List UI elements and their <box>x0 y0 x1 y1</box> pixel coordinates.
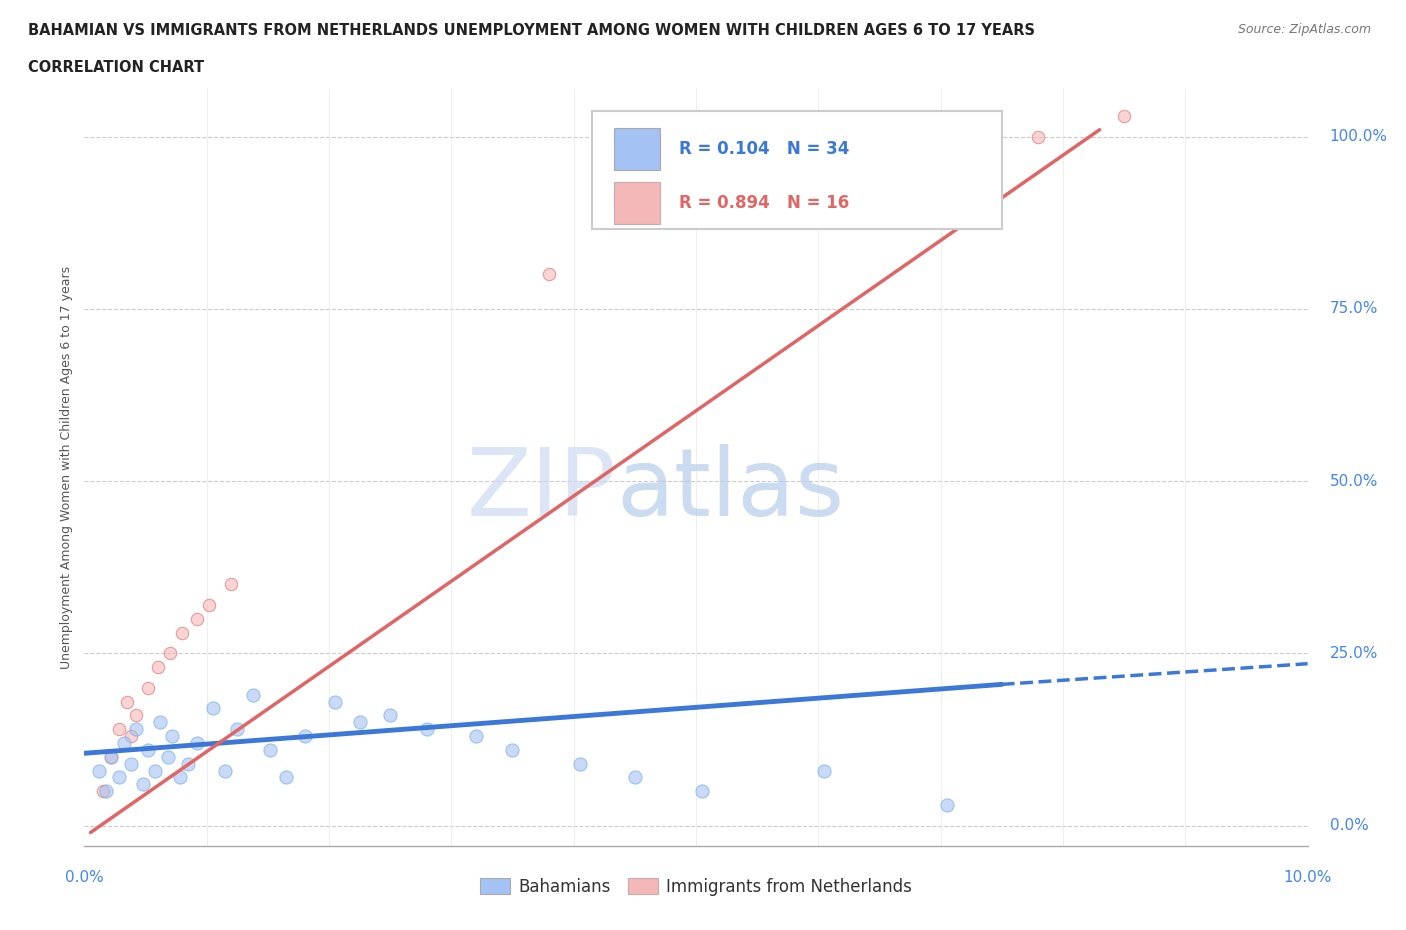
Text: Source: ZipAtlas.com: Source: ZipAtlas.com <box>1237 23 1371 36</box>
Point <box>198 598 221 613</box>
Point <box>813 763 835 777</box>
Point <box>120 728 142 743</box>
Point <box>568 756 591 771</box>
Point <box>96 784 118 799</box>
Text: R = 0.104   N = 34: R = 0.104 N = 34 <box>679 140 849 158</box>
Point <box>1028 129 1050 144</box>
Point <box>186 736 208 751</box>
Point <box>136 681 159 696</box>
Point <box>149 715 172 730</box>
Point <box>380 708 402 723</box>
Point <box>107 770 129 785</box>
Point <box>294 728 316 743</box>
FancyBboxPatch shape <box>614 182 661 223</box>
Point <box>162 728 184 743</box>
Text: 0.0%: 0.0% <box>65 870 104 885</box>
Point <box>125 708 148 723</box>
Point <box>624 770 647 785</box>
Point <box>538 267 561 282</box>
Point <box>169 770 191 785</box>
Point <box>276 770 298 785</box>
Text: 25.0%: 25.0% <box>1330 645 1378 661</box>
FancyBboxPatch shape <box>592 111 1001 229</box>
Point <box>1114 109 1136 124</box>
Point <box>416 722 439 737</box>
Point <box>501 742 523 757</box>
Point <box>107 722 129 737</box>
Text: atlas: atlas <box>616 444 845 536</box>
Point <box>115 694 138 709</box>
Point <box>100 750 122 764</box>
Point <box>323 694 346 709</box>
Point <box>87 763 110 777</box>
Point <box>146 659 169 674</box>
Y-axis label: Unemployment Among Women with Children Ages 6 to 17 years: Unemployment Among Women with Children A… <box>60 266 73 669</box>
Point <box>100 750 122 764</box>
Point <box>242 687 264 702</box>
Point <box>219 577 242 591</box>
FancyBboxPatch shape <box>614 127 661 169</box>
Text: CORRELATION CHART: CORRELATION CHART <box>28 60 204 75</box>
Point <box>464 728 486 743</box>
Text: 75.0%: 75.0% <box>1330 301 1378 316</box>
Point <box>143 763 166 777</box>
Point <box>259 742 281 757</box>
Text: R = 0.894   N = 16: R = 0.894 N = 16 <box>679 193 849 212</box>
Point <box>226 722 249 737</box>
Point <box>186 612 208 627</box>
Point <box>125 722 148 737</box>
Text: 0.0%: 0.0% <box>1330 818 1368 833</box>
Point <box>690 784 713 799</box>
Point <box>172 625 194 640</box>
Legend: Bahamians, Immigrants from Netherlands: Bahamians, Immigrants from Netherlands <box>474 871 918 902</box>
Text: 50.0%: 50.0% <box>1330 473 1378 488</box>
Point <box>201 701 224 716</box>
Point <box>214 763 236 777</box>
Text: ZIP: ZIP <box>467 444 616 536</box>
Text: BAHAMIAN VS IMMIGRANTS FROM NETHERLANDS UNEMPLOYMENT AMONG WOMEN WITH CHILDREN A: BAHAMIAN VS IMMIGRANTS FROM NETHERLANDS … <box>28 23 1035 38</box>
Point <box>159 646 181 661</box>
Point <box>120 756 142 771</box>
Text: 100.0%: 100.0% <box>1330 129 1388 144</box>
Point <box>91 784 114 799</box>
Point <box>935 798 957 813</box>
Point <box>112 736 135 751</box>
Point <box>132 777 155 791</box>
Point <box>177 756 200 771</box>
Text: 10.0%: 10.0% <box>1284 870 1331 885</box>
Point <box>156 750 179 764</box>
Point <box>136 742 159 757</box>
Point <box>349 715 371 730</box>
